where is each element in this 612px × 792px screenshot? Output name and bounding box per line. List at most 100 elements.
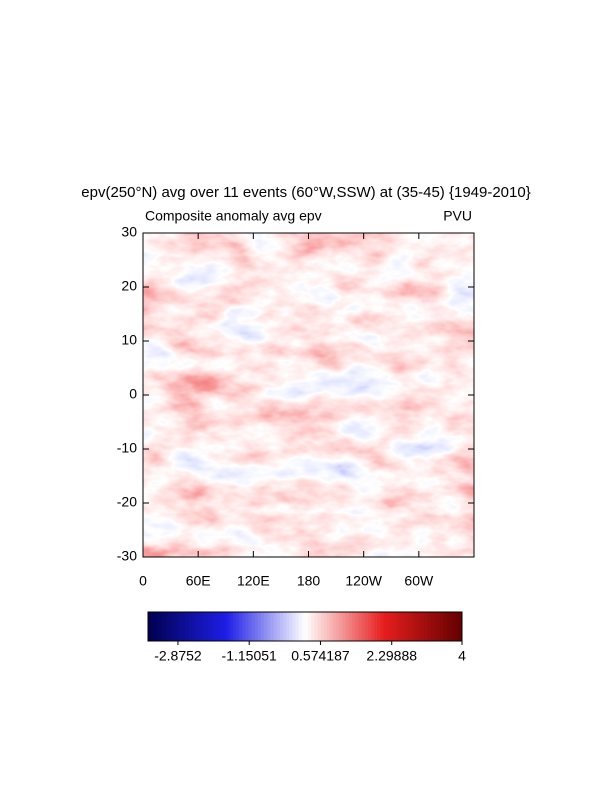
colorbar-box <box>201 612 206 641</box>
field <box>143 233 474 557</box>
x-tick-label: 180 <box>297 573 321 589</box>
colorbar-box <box>449 612 454 641</box>
colorbar-box <box>433 612 438 641</box>
colorbar-box <box>436 612 441 641</box>
colorbar-box <box>374 612 378 641</box>
y-tick-label: 20 <box>121 278 137 294</box>
colorbar-box <box>424 612 428 641</box>
colorbar-box <box>148 612 152 641</box>
colorbar-box <box>314 612 319 641</box>
y-tick-label: 30 <box>121 224 137 240</box>
colorbar-box <box>396 612 400 641</box>
colorbar-box <box>242 612 246 641</box>
colorbar-box <box>339 612 344 641</box>
colorbar-box <box>210 612 215 641</box>
y-tick-label: -20 <box>117 494 137 510</box>
colorbar-box <box>176 612 180 641</box>
x-tick-label: 60E <box>186 573 211 589</box>
colorbar-box <box>276 612 281 641</box>
colorbar-box <box>411 612 416 641</box>
colorbar-label: -2.8752 <box>154 648 202 664</box>
colorbar-box <box>361 612 366 641</box>
colorbar-box <box>402 612 406 641</box>
colorbar-box <box>283 612 287 641</box>
colorbar-box <box>154 612 158 641</box>
colorbar-box <box>232 612 237 641</box>
colorbar-box <box>345 612 350 641</box>
colorbar-box <box>245 612 249 641</box>
colorbar-box <box>427 612 432 641</box>
y-tick-label: -30 <box>117 548 137 564</box>
colorbar-box <box>352 612 356 641</box>
colorbar-box <box>292 612 297 641</box>
colorbar-box <box>408 612 413 641</box>
colorbar-box <box>213 612 218 641</box>
colorbar-box <box>182 612 187 641</box>
colorbar-box <box>191 612 196 641</box>
colorbar-box <box>151 612 155 641</box>
colorbar-box <box>204 612 209 641</box>
colorbar-label: 0.574187 <box>291 648 350 664</box>
colorbar-box <box>229 612 234 641</box>
x-tick-label: 120W <box>345 573 382 589</box>
colorbar-box <box>163 612 168 641</box>
colorbar-box <box>370 612 375 641</box>
colorbar-box <box>430 612 435 641</box>
colorbar-box <box>317 612 322 641</box>
colorbar-box <box>367 612 372 641</box>
colorbar-box <box>257 612 262 641</box>
colorbar-box <box>273 612 278 641</box>
colorbar-box <box>414 612 419 641</box>
colorbar-box <box>418 612 422 641</box>
colorbar-box <box>286 612 290 641</box>
colorbar-box <box>305 612 309 641</box>
colorbar-box <box>446 612 450 641</box>
chart-title: epv(250°N) avg over 11 events (60°W,SSW)… <box>81 184 530 201</box>
colorbar-box <box>298 612 303 641</box>
colorbar-box <box>333 612 337 641</box>
y-tick-label: 0 <box>129 386 137 402</box>
colorbar-frame <box>147 611 463 642</box>
colorbar-box <box>279 612 284 641</box>
colorbar-box <box>358 612 363 641</box>
colorbar-box <box>264 612 268 641</box>
colorbar-box <box>392 612 397 641</box>
subtitle-left: Composite anomaly avg epv <box>145 208 322 224</box>
colorbar-box <box>389 612 394 641</box>
colorbar-box <box>455 612 460 641</box>
colorbar-label: 4 <box>458 648 466 664</box>
colorbar-box <box>295 612 300 641</box>
colorbar-box <box>220 612 224 641</box>
colorbar-box <box>185 612 190 641</box>
y-tick-label: 10 <box>121 332 137 348</box>
colorbar-box <box>179 612 184 641</box>
colorbar-box <box>443 612 447 641</box>
colorbar-box <box>248 612 253 641</box>
x-tick-label: 120E <box>237 573 270 589</box>
x-tick-label: 0 <box>139 573 147 589</box>
colorbar-box <box>405 612 410 641</box>
colorbar-box <box>452 612 457 641</box>
colorbar-box <box>383 612 388 641</box>
colorbar-box <box>223 612 227 641</box>
colorbar-label: 2.29888 <box>366 648 417 664</box>
colorbar-box <box>198 612 202 641</box>
colorbar-box <box>440 612 444 641</box>
colorbar-box <box>254 612 259 641</box>
colorbar-box <box>330 612 334 641</box>
colorbar-box <box>289 612 293 641</box>
colorbar-box <box>169 612 174 641</box>
colorbar-box <box>235 612 240 641</box>
subtitle-right: PVU <box>443 208 472 224</box>
colorbar-box <box>458 612 463 641</box>
colorbar-box <box>207 612 212 641</box>
colorbar-box <box>308 612 312 641</box>
colorbar-box <box>301 612 306 641</box>
colorbar-box <box>364 612 369 641</box>
colorbar-box <box>239 612 243 641</box>
colorbar-box <box>399 612 403 641</box>
colorbar-box <box>380 612 384 641</box>
colorbar-box <box>217 612 221 641</box>
colorbar-box <box>251 612 256 641</box>
colorbar-box <box>160 612 165 641</box>
